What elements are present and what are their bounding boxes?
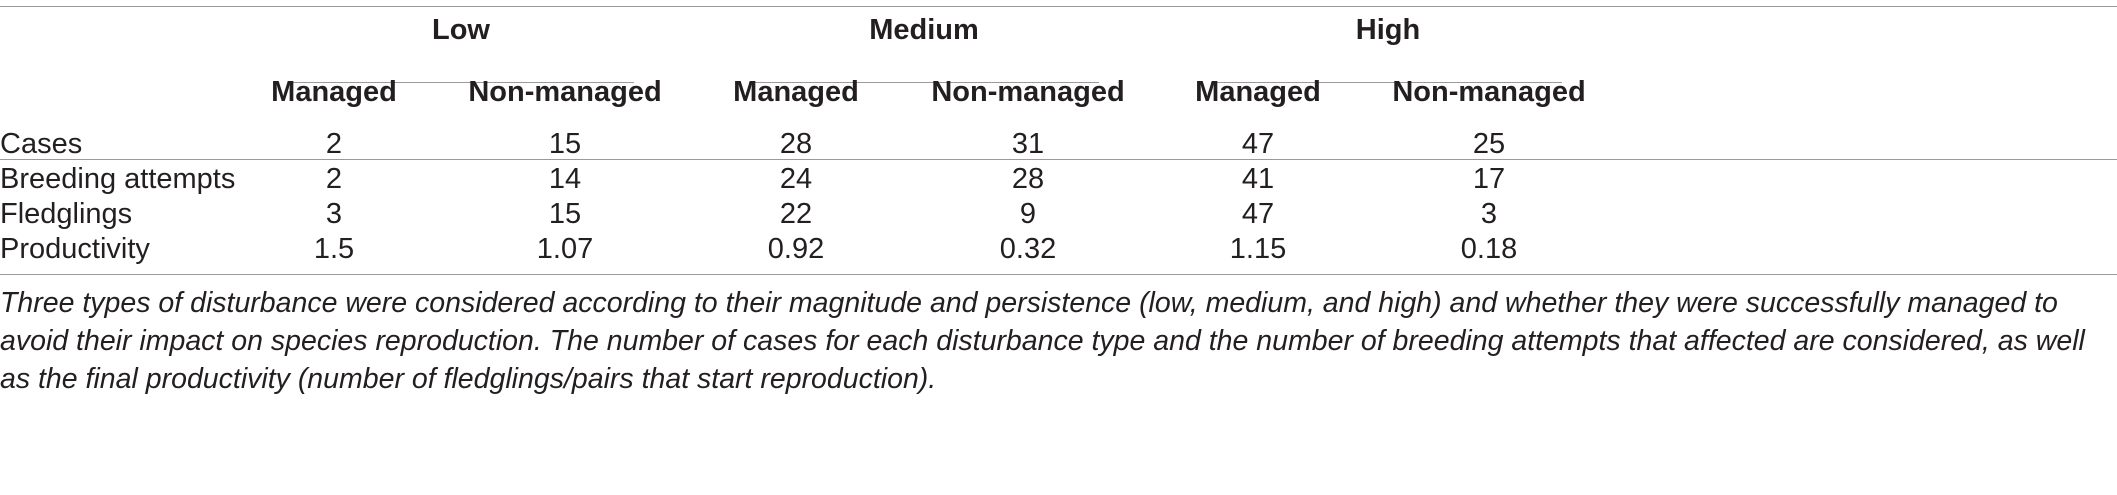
table-cell: 22 [779, 198, 813, 230]
table-cell: 1.5 [313, 233, 355, 265]
table-cell: 31 [1011, 128, 1045, 160]
table-cell: 15 [548, 198, 582, 230]
table-cell: 2 [325, 163, 343, 195]
table-cell: 3 [325, 198, 343, 230]
table-cell: 47 [1241, 128, 1275, 160]
group-rule-high [1211, 82, 1562, 83]
subheader-low-non-managed: Non-managed [468, 76, 662, 108]
group-rule-low [288, 82, 634, 83]
table-cell: 0.92 [767, 233, 825, 265]
table-cell: 15 [548, 128, 582, 160]
table-cell: 2 [325, 128, 343, 160]
table-cell: 25 [1472, 128, 1506, 160]
table-cell: 14 [548, 163, 582, 195]
row-label-productivity: Productivity [0, 233, 150, 265]
table-bottom-rule [0, 274, 2117, 275]
subheader-high-managed: Managed [1195, 76, 1321, 108]
table-cell: 1.07 [536, 233, 594, 265]
subheader-low-managed: Managed [271, 76, 397, 108]
table-cell: 9 [1019, 198, 1037, 230]
group-header-medium: Medium [869, 14, 979, 46]
table-cell: 28 [779, 128, 813, 160]
table-cell: 24 [779, 163, 813, 195]
table-cell: 0.32 [999, 233, 1057, 265]
row-label-cases: Cases [0, 128, 83, 160]
subheader-high-non-managed: Non-managed [1392, 76, 1586, 108]
table-cell: 41 [1241, 163, 1275, 195]
table-cell: 1.15 [1229, 233, 1287, 265]
group-header-low: Low [432, 14, 490, 46]
table-top-rule [0, 6, 2117, 7]
group-header-high: High [1355, 14, 1421, 46]
row-label-fledglings: Fledglings [0, 198, 133, 230]
table-cell: 0.18 [1460, 233, 1518, 265]
subheader-medium-managed: Managed [733, 76, 859, 108]
table-cell: 28 [1011, 163, 1045, 195]
table-caption: Three types of disturbance were consider… [0, 287, 2085, 395]
table-cell: 47 [1241, 198, 1275, 230]
header-bottom-rule [0, 159, 2117, 160]
subheader-medium-non-managed: Non-managed [931, 76, 1125, 108]
table-cell: 17 [1472, 163, 1506, 195]
row-label-breeding-attempts: Breeding attempts [0, 163, 236, 195]
table-cell: 3 [1480, 198, 1498, 230]
group-rule-medium [749, 82, 1099, 83]
